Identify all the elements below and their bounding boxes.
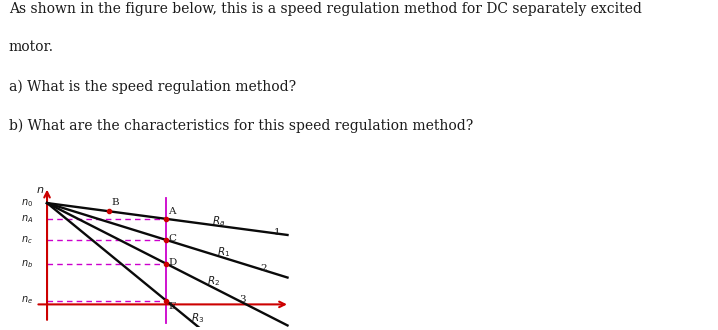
Text: $n$: $n$ (36, 185, 45, 195)
Text: C: C (169, 234, 177, 244)
Text: D: D (169, 258, 177, 267)
Text: 1: 1 (274, 228, 281, 237)
Text: $n_c$: $n_c$ (22, 234, 33, 246)
Text: $R_1$: $R_1$ (217, 246, 230, 259)
Text: $n_A$: $n_A$ (21, 213, 33, 225)
Text: As shown in the figure below, this is a speed regulation method for DC separatel: As shown in the figure below, this is a … (9, 2, 641, 16)
Text: E: E (169, 302, 176, 311)
Text: A: A (169, 207, 176, 216)
Text: a) What is the speed regulation method?: a) What is the speed regulation method? (9, 79, 296, 94)
Text: $n_b$: $n_b$ (21, 258, 33, 270)
Text: $R_a$: $R_a$ (212, 214, 225, 228)
Text: b) What are the characteristics for this speed regulation method?: b) What are the characteristics for this… (9, 119, 473, 133)
Text: $R_2$: $R_2$ (208, 275, 220, 288)
Text: 3: 3 (239, 295, 246, 304)
Text: $n_e$: $n_e$ (22, 295, 33, 307)
Text: B: B (111, 198, 118, 207)
Text: $n_0$: $n_0$ (22, 197, 33, 209)
Text: 2: 2 (260, 264, 266, 273)
Text: motor.: motor. (9, 40, 54, 53)
Text: $R_3$: $R_3$ (191, 311, 205, 325)
